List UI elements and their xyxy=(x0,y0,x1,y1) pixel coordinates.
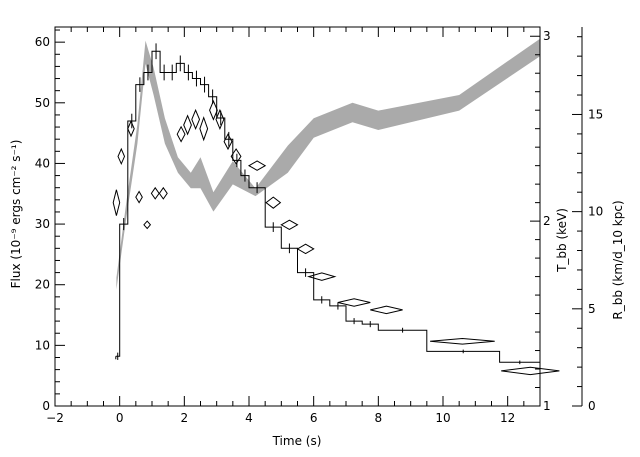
flux-tick-label: 10 xyxy=(35,338,50,352)
temperature-diamond xyxy=(280,219,299,230)
radius-tick-label: 15 xyxy=(588,107,603,121)
y-axis-label-flux: Flux (10⁻⁹ ergs cm⁻² s⁻¹) xyxy=(9,140,23,289)
temperature-diamond xyxy=(191,108,201,131)
x-axis-label: Time (s) xyxy=(272,434,322,448)
temperature-diamond xyxy=(150,186,160,200)
x-tick-label: 10 xyxy=(435,411,450,425)
y-axis-label-radius: R_bb (km/d_10 kpc) xyxy=(611,200,625,319)
radius-tick-label: 0 xyxy=(588,399,596,413)
radius-band xyxy=(116,38,541,290)
temperature-series-layer xyxy=(112,99,560,376)
temperature-diamond xyxy=(223,133,233,151)
temperature-diamond xyxy=(176,125,186,143)
temperature-diamond xyxy=(296,243,315,255)
x-tick-label: 12 xyxy=(500,411,515,425)
temperature-diamond xyxy=(430,337,495,345)
y-axis-label-temperature: T_bb (keV) xyxy=(555,208,569,273)
temperature-diamond xyxy=(112,189,121,216)
radius-tick-label: 5 xyxy=(588,302,596,316)
temperature-diamond xyxy=(370,305,403,315)
flux-tick-label: 50 xyxy=(35,96,50,110)
temperature-diamond xyxy=(209,99,218,121)
temperature-diamond xyxy=(199,116,209,142)
temperature-diamond xyxy=(247,160,267,171)
x-tick-label: 6 xyxy=(310,411,318,425)
temperature-diamond xyxy=(230,148,242,165)
temperature-diamond xyxy=(143,220,152,230)
x-tick-label: 2 xyxy=(181,411,189,425)
temperature-diamond xyxy=(265,196,282,209)
x-tick-label: 0 xyxy=(116,411,124,425)
temperature-diamond xyxy=(183,114,192,136)
temperature-tick-label: 1 xyxy=(543,399,551,413)
x-tick-label: 8 xyxy=(375,411,383,425)
temperature-tick-label: 3 xyxy=(543,29,551,43)
temperature-diamond xyxy=(158,186,168,200)
x-tick-label: −2 xyxy=(46,411,64,425)
temperature-diamond xyxy=(306,272,337,281)
flux-tick-label: 30 xyxy=(35,217,50,231)
temperature-tick-label: 2 xyxy=(543,214,551,228)
radius-band-layer xyxy=(116,38,541,290)
temperature-diamond xyxy=(117,147,126,166)
temperature-diamond xyxy=(501,366,560,376)
x-tick-label: 4 xyxy=(245,411,253,425)
radius-tick-label: 10 xyxy=(588,205,603,219)
temperature-diamond xyxy=(215,108,225,130)
temperature-diamond xyxy=(337,298,371,307)
flux-tick-label: 20 xyxy=(35,278,50,292)
temperature-diamond xyxy=(127,120,135,138)
flux-tick-label: 40 xyxy=(35,156,50,170)
temperature-diamond xyxy=(135,190,143,204)
flux-tick-label: 60 xyxy=(35,35,50,49)
flux-tick-label: 0 xyxy=(42,399,50,413)
